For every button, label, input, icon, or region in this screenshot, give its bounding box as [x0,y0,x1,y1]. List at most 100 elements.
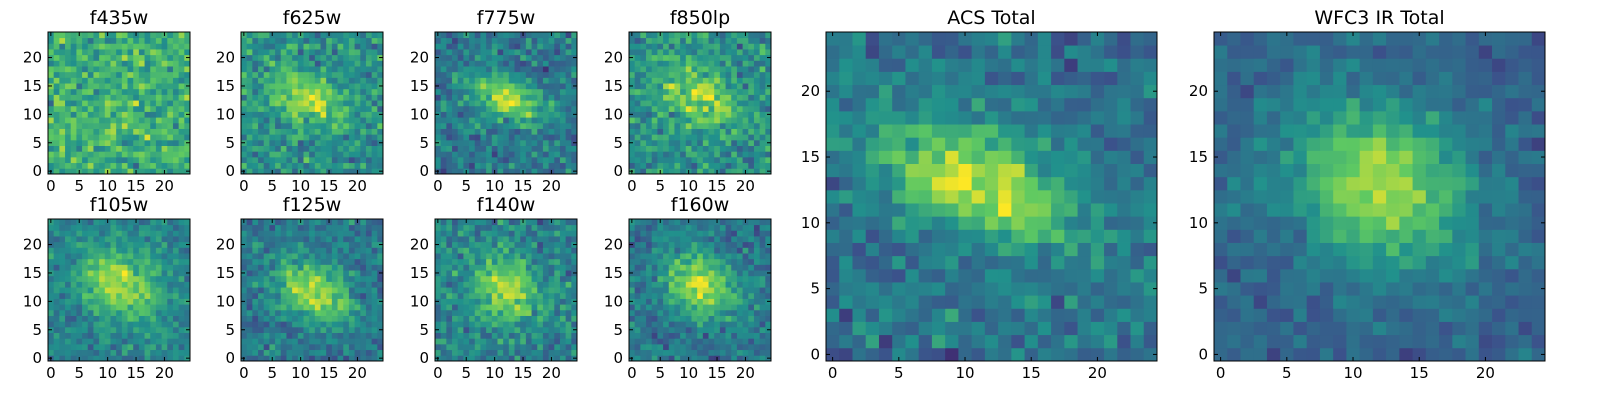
heatmap-cell [640,151,647,158]
heatmap-cell [685,162,692,169]
heatmap-cell [759,94,766,101]
heatmap-cell [646,94,653,101]
heatmap-cell [280,88,287,95]
heatmap-cell [674,156,681,164]
heatmap-cell [753,139,761,146]
heatmap-cell [520,37,527,44]
heatmap-cell [537,298,544,305]
heatmap-cell [486,43,493,50]
heatmap-cell [172,71,180,78]
heatmap-cell [559,236,567,243]
heatmap-cell [719,355,726,362]
heatmap-cell [685,83,692,90]
heatmap-cell [184,105,191,112]
heatmap-cell [127,139,134,146]
heatmap-cell [360,60,367,67]
heatmap-cell [280,32,287,39]
heatmap-cell [548,88,555,95]
heatmap-cell [702,134,709,141]
heatmap-cell [93,355,100,362]
heatmap-cell [53,111,60,118]
heatmap-cell [435,100,442,107]
heatmap-cell [634,349,641,356]
heatmap-cell [70,145,77,152]
heatmap-cell [53,77,60,84]
heatmap-cell [53,230,60,237]
heatmap-cell [542,111,549,118]
heatmap-cell [65,111,72,118]
heatmap-cell [497,66,504,73]
heatmap-cell [765,117,772,124]
heatmap-cell [178,219,185,226]
heatmap-cell [138,338,145,345]
heatmap-cell [337,83,344,90]
heatmap-cell [343,94,350,101]
y-tick-label: 5 [32,134,42,152]
heatmap-cell [537,292,544,299]
heatmap-cell [65,298,72,305]
y-tick-label: 20 [216,236,235,254]
heatmap-cell [446,343,453,351]
heatmap-cell [65,134,72,141]
heatmap-cell [178,168,185,175]
heatmap-cell [736,105,743,112]
heatmap-cell [155,162,162,169]
heatmap-cell [116,264,123,271]
heatmap-cell [480,287,487,294]
heatmap-cell [116,37,123,44]
heatmap-cell [121,100,128,107]
heatmap-cell [144,343,151,351]
y-tick-label: 5 [419,134,429,152]
heatmap-cell [525,60,532,67]
heatmap-cell [184,309,191,316]
heatmap-cell [121,298,128,305]
heatmap-cell [331,83,338,90]
heatmap-cell [297,224,304,231]
heatmap-cell [82,168,89,175]
heatmap-cell [753,287,761,294]
heatmap-cell [280,151,287,158]
heatmap-cell [331,343,338,351]
heatmap-cell [452,66,459,73]
heatmap-cell [127,54,134,61]
heatmap-cell [371,32,378,39]
heatmap-cell [331,247,338,254]
heatmap-cell [48,224,55,231]
heatmap-cell [292,287,299,294]
heatmap-cell [326,281,333,288]
heatmap-cell [269,309,276,316]
heatmap-cell [309,83,316,90]
heatmap-cell [697,275,704,282]
heatmap-cell [121,168,128,175]
heatmap-cell [377,224,384,231]
heatmap-cell [371,321,378,328]
x-tick-label: 10 [291,177,310,195]
heatmap-cell [99,287,106,294]
heatmap-cell [491,247,498,254]
heatmap-cell [736,83,743,90]
heatmap-cell [269,349,276,356]
heatmap-cell [309,54,316,61]
heatmap-cell [531,88,538,95]
heatmap-cell [65,224,72,231]
heatmap-cell [531,105,538,112]
heatmap-cell [286,151,293,158]
heatmap-cell [337,264,344,271]
heatmap-cell [674,66,681,73]
heatmap-cell [144,264,151,271]
heatmap-cell [719,156,726,164]
heatmap-cell [150,315,157,322]
heatmap-cell [371,54,378,61]
heatmap-cell [548,117,555,124]
heatmap-cell [241,287,248,294]
heatmap-cell [651,315,658,322]
heatmap-cell [565,236,572,243]
heatmap-cell [99,83,106,90]
heatmap-cell [674,54,681,61]
heatmap-cell [559,315,567,322]
heatmap-cell [343,224,350,231]
heatmap-cell [365,219,373,226]
heatmap-cell [104,326,111,333]
heatmap-cell [365,281,373,288]
heatmap-cell [435,43,442,50]
